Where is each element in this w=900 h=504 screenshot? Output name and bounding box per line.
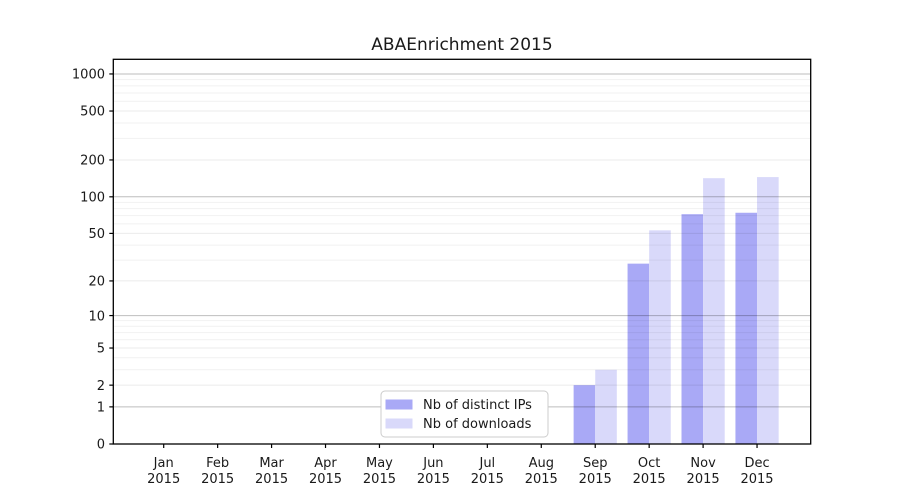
- y-tick-label: 200: [80, 154, 105, 169]
- x-tick-label-month: Jun: [422, 456, 443, 471]
- x-tick-label-year: 2015: [363, 472, 396, 487]
- x-tick-label-year: 2015: [147, 472, 180, 487]
- bar-ips-nov: [681, 214, 704, 444]
- x-tick-label-month: Mar: [259, 456, 284, 471]
- x-tick-label-year: 2015: [525, 472, 558, 487]
- legend-swatch-downloads: [385, 418, 413, 429]
- x-tick-label-month: Jan: [153, 456, 174, 471]
- x-tick-label-year: 2015: [687, 472, 720, 487]
- x-tick-label-year: 2015: [201, 472, 234, 487]
- x-tick-label-month: Sep: [583, 456, 608, 471]
- y-tick-label: 50: [88, 227, 105, 242]
- bar-downloads-nov: [703, 178, 725, 444]
- x-tick-label-month: Jul: [478, 456, 495, 471]
- y-tick-label: 2: [97, 379, 105, 394]
- y-tick-label: 1000: [72, 68, 105, 83]
- x-tick-label-month: Aug: [529, 456, 554, 471]
- y-tick-label: 0: [97, 438, 105, 453]
- bar-downloads-sep: [595, 369, 617, 444]
- x-tick-label-month: Feb: [206, 456, 229, 471]
- y-tick-label: 500: [80, 105, 105, 120]
- x-tick-label-year: 2015: [633, 472, 666, 487]
- plot-border: [112, 58, 812, 445]
- bar-downloads-oct: [649, 230, 671, 444]
- y-tick-label: 5: [97, 342, 105, 357]
- legend-box: [380, 390, 549, 438]
- y-tick-label: 100: [80, 191, 105, 206]
- bar-downloads-dec: [757, 177, 779, 444]
- x-tick-label-year: 2015: [579, 472, 612, 487]
- legend-label-downloads: Nb of downloads: [423, 417, 532, 432]
- y-tick-label: 20: [88, 275, 105, 290]
- bar-ips-sep: [573, 385, 596, 444]
- x-tick-label-month: Apr: [314, 456, 337, 471]
- x-tick-label-year: 2015: [740, 472, 773, 487]
- x-tick-label-year: 2015: [471, 472, 504, 487]
- bar-ips-dec: [735, 212, 758, 444]
- legend-label-ips: Nb of distinct IPs: [423, 398, 532, 413]
- x-tick-label-year: 2015: [309, 472, 342, 487]
- legend-swatch-ips: [385, 399, 413, 410]
- bar-ips-oct: [627, 263, 650, 444]
- x-tick-label-month: Nov: [690, 456, 716, 471]
- x-tick-label-month: Oct: [638, 456, 660, 471]
- x-tick-label-month: Dec: [744, 456, 769, 471]
- x-tick-label-year: 2015: [417, 472, 450, 487]
- x-tick-label-year: 2015: [255, 472, 288, 487]
- x-tick-label-month: May: [366, 456, 393, 471]
- chart-title: ABAEnrichment 2015: [371, 35, 552, 55]
- y-tick-label: 1: [97, 401, 105, 416]
- y-tick-label: 10: [88, 309, 105, 324]
